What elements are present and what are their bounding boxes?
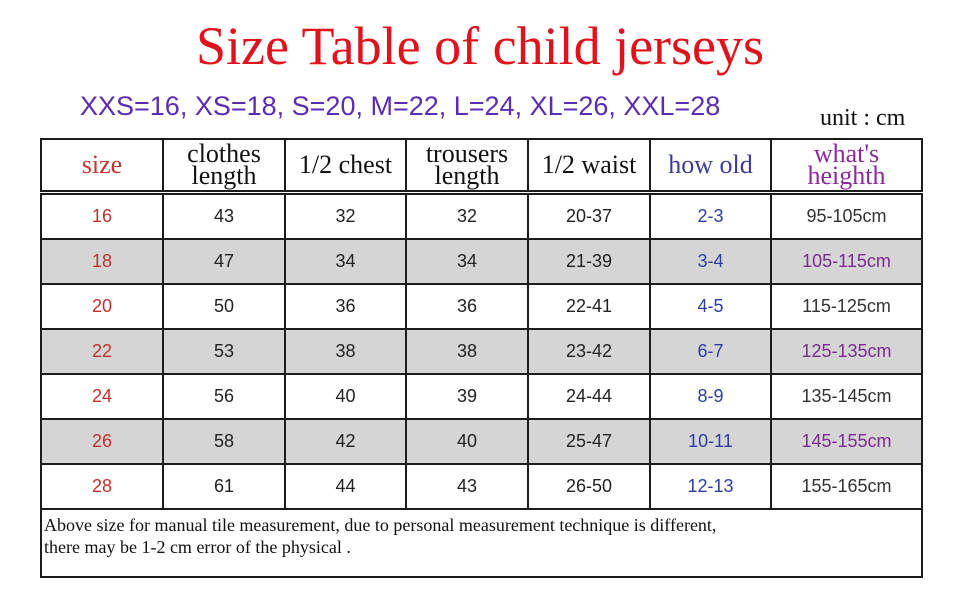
cell-how-old: 3-4 <box>649 238 772 285</box>
table-row: 24 56 40 39 24-44 8-9 135-145cm <box>40 373 923 420</box>
cell-half-chest: 40 <box>284 373 407 420</box>
header-trousers-length-line1: trousers <box>425 139 509 168</box>
cell-size: 26 <box>40 418 164 465</box>
cell-size: 20 <box>40 283 164 330</box>
cell-height: 135-145cm <box>770 373 923 420</box>
cell-clothes-length: 50 <box>162 283 286 330</box>
cell-trousers-length: 40 <box>405 418 529 465</box>
cell-half-chest: 42 <box>284 418 407 465</box>
table-row: 20 50 36 36 22-41 4-5 115-125cm <box>40 283 923 330</box>
cell-height: 95-105cm <box>770 191 923 240</box>
cell-clothes-length: 58 <box>162 418 286 465</box>
cell-height: 115-125cm <box>770 283 923 330</box>
header-size: size <box>40 138 164 194</box>
cell-half-waist: 22-41 <box>527 283 651 330</box>
header-how-old: how old <box>649 138 772 194</box>
header-half-chest: 1/2 chest <box>284 138 407 194</box>
header-half-chest-label: 1/2 chest <box>298 150 393 179</box>
cell-size: 22 <box>40 328 164 375</box>
cell-half-waist: 21-39 <box>527 238 651 285</box>
cell-trousers-length: 32 <box>405 191 529 240</box>
cell-clothes-length: 43 <box>162 191 286 240</box>
cell-half-chest: 32 <box>284 191 407 240</box>
cell-half-chest: 36 <box>284 283 407 330</box>
cell-clothes-length: 53 <box>162 328 286 375</box>
header-clothes-length: clothes length <box>162 138 286 194</box>
cell-half-chest: 38 <box>284 328 407 375</box>
cell-clothes-length: 61 <box>162 463 286 510</box>
cell-half-chest: 44 <box>284 463 407 510</box>
cell-clothes-length: 56 <box>162 373 286 420</box>
cell-size: 24 <box>40 373 164 420</box>
cell-height: 145-155cm <box>770 418 923 465</box>
table-row: 22 53 38 38 23-42 6-7 125-135cm <box>40 328 923 375</box>
cell-size: 16 <box>40 191 164 240</box>
cell-how-old: 4-5 <box>649 283 772 330</box>
cell-half-waist: 20-37 <box>527 191 651 240</box>
cell-half-waist: 23-42 <box>527 328 651 375</box>
cell-trousers-length: 39 <box>405 373 529 420</box>
measurement-note-line1: Above size for manual tile measurement, … <box>44 515 717 535</box>
cell-trousers-length: 38 <box>405 328 529 375</box>
unit-label: unit : cm <box>820 105 906 131</box>
cell-trousers-length: 36 <box>405 283 529 330</box>
table-row: 16 43 32 32 20-37 2-3 95-105cm <box>40 191 923 240</box>
cell-how-old: 2-3 <box>649 191 772 240</box>
header-how-old-label: how old <box>668 150 753 179</box>
cell-size: 18 <box>40 238 164 285</box>
cell-half-waist: 25-47 <box>527 418 651 465</box>
header-height: what's heighth <box>770 138 923 194</box>
size-code-mapping: XXS=16, XS=18, S=20, M=22, L=24, XL=26, … <box>80 91 721 121</box>
cell-how-old: 12-13 <box>649 463 772 510</box>
table-row: 18 47 34 34 21-39 3-4 105-115cm <box>40 238 923 285</box>
header-half-waist-label: 1/2 waist <box>541 150 637 179</box>
cell-height: 155-165cm <box>770 463 923 510</box>
measurement-note: Above size for manual tile measurement, … <box>40 508 923 578</box>
cell-half-waist: 26-50 <box>527 463 651 510</box>
header-trousers-length-line2: length <box>434 161 500 190</box>
table-row: 26 58 42 40 25-47 10-11 145-155cm <box>40 418 923 465</box>
header-clothes-length-line1: clothes <box>187 139 261 168</box>
header-height-line2: heighth <box>807 161 886 190</box>
cell-trousers-length: 43 <box>405 463 529 510</box>
cell-clothes-length: 47 <box>162 238 286 285</box>
cell-size: 28 <box>40 463 164 510</box>
cell-how-old: 10-11 <box>649 418 772 465</box>
header-height-line1: what's <box>813 139 880 168</box>
table-row: 28 61 44 43 26-50 12-13 155-165cm <box>40 463 923 510</box>
cell-half-waist: 24-44 <box>527 373 651 420</box>
table-note-row: Above size for manual tile measurement, … <box>40 508 923 578</box>
measurement-note-line2: there may be 1-2 cm error of the physica… <box>44 537 351 557</box>
table-header-row: size clothes length 1/2 chest trousers l… <box>40 138 923 194</box>
page-title: Size Table of child jerseys <box>195 16 765 76</box>
cell-height: 105-115cm <box>770 238 923 285</box>
header-half-waist: 1/2 waist <box>527 138 651 194</box>
cell-half-chest: 34 <box>284 238 407 285</box>
cell-trousers-length: 34 <box>405 238 529 285</box>
header-clothes-length-line2: length <box>191 161 257 190</box>
cell-how-old: 6-7 <box>649 328 772 375</box>
header-trousers-length: trousers length <box>405 138 529 194</box>
cell-how-old: 8-9 <box>649 373 772 420</box>
cell-height: 125-135cm <box>770 328 923 375</box>
header-size-label: size <box>81 150 123 179</box>
size-table: size clothes length 1/2 chest trousers l… <box>40 138 923 578</box>
